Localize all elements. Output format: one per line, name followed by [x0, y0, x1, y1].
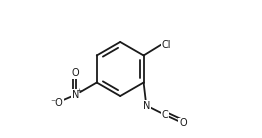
Text: C: C — [162, 110, 169, 120]
Text: N: N — [143, 100, 150, 111]
Text: +: + — [76, 88, 82, 94]
Text: N: N — [72, 90, 79, 100]
Text: ⁻O: ⁻O — [50, 98, 63, 108]
Text: Cl: Cl — [161, 40, 171, 50]
Text: O: O — [179, 118, 187, 128]
Text: O: O — [72, 68, 79, 78]
